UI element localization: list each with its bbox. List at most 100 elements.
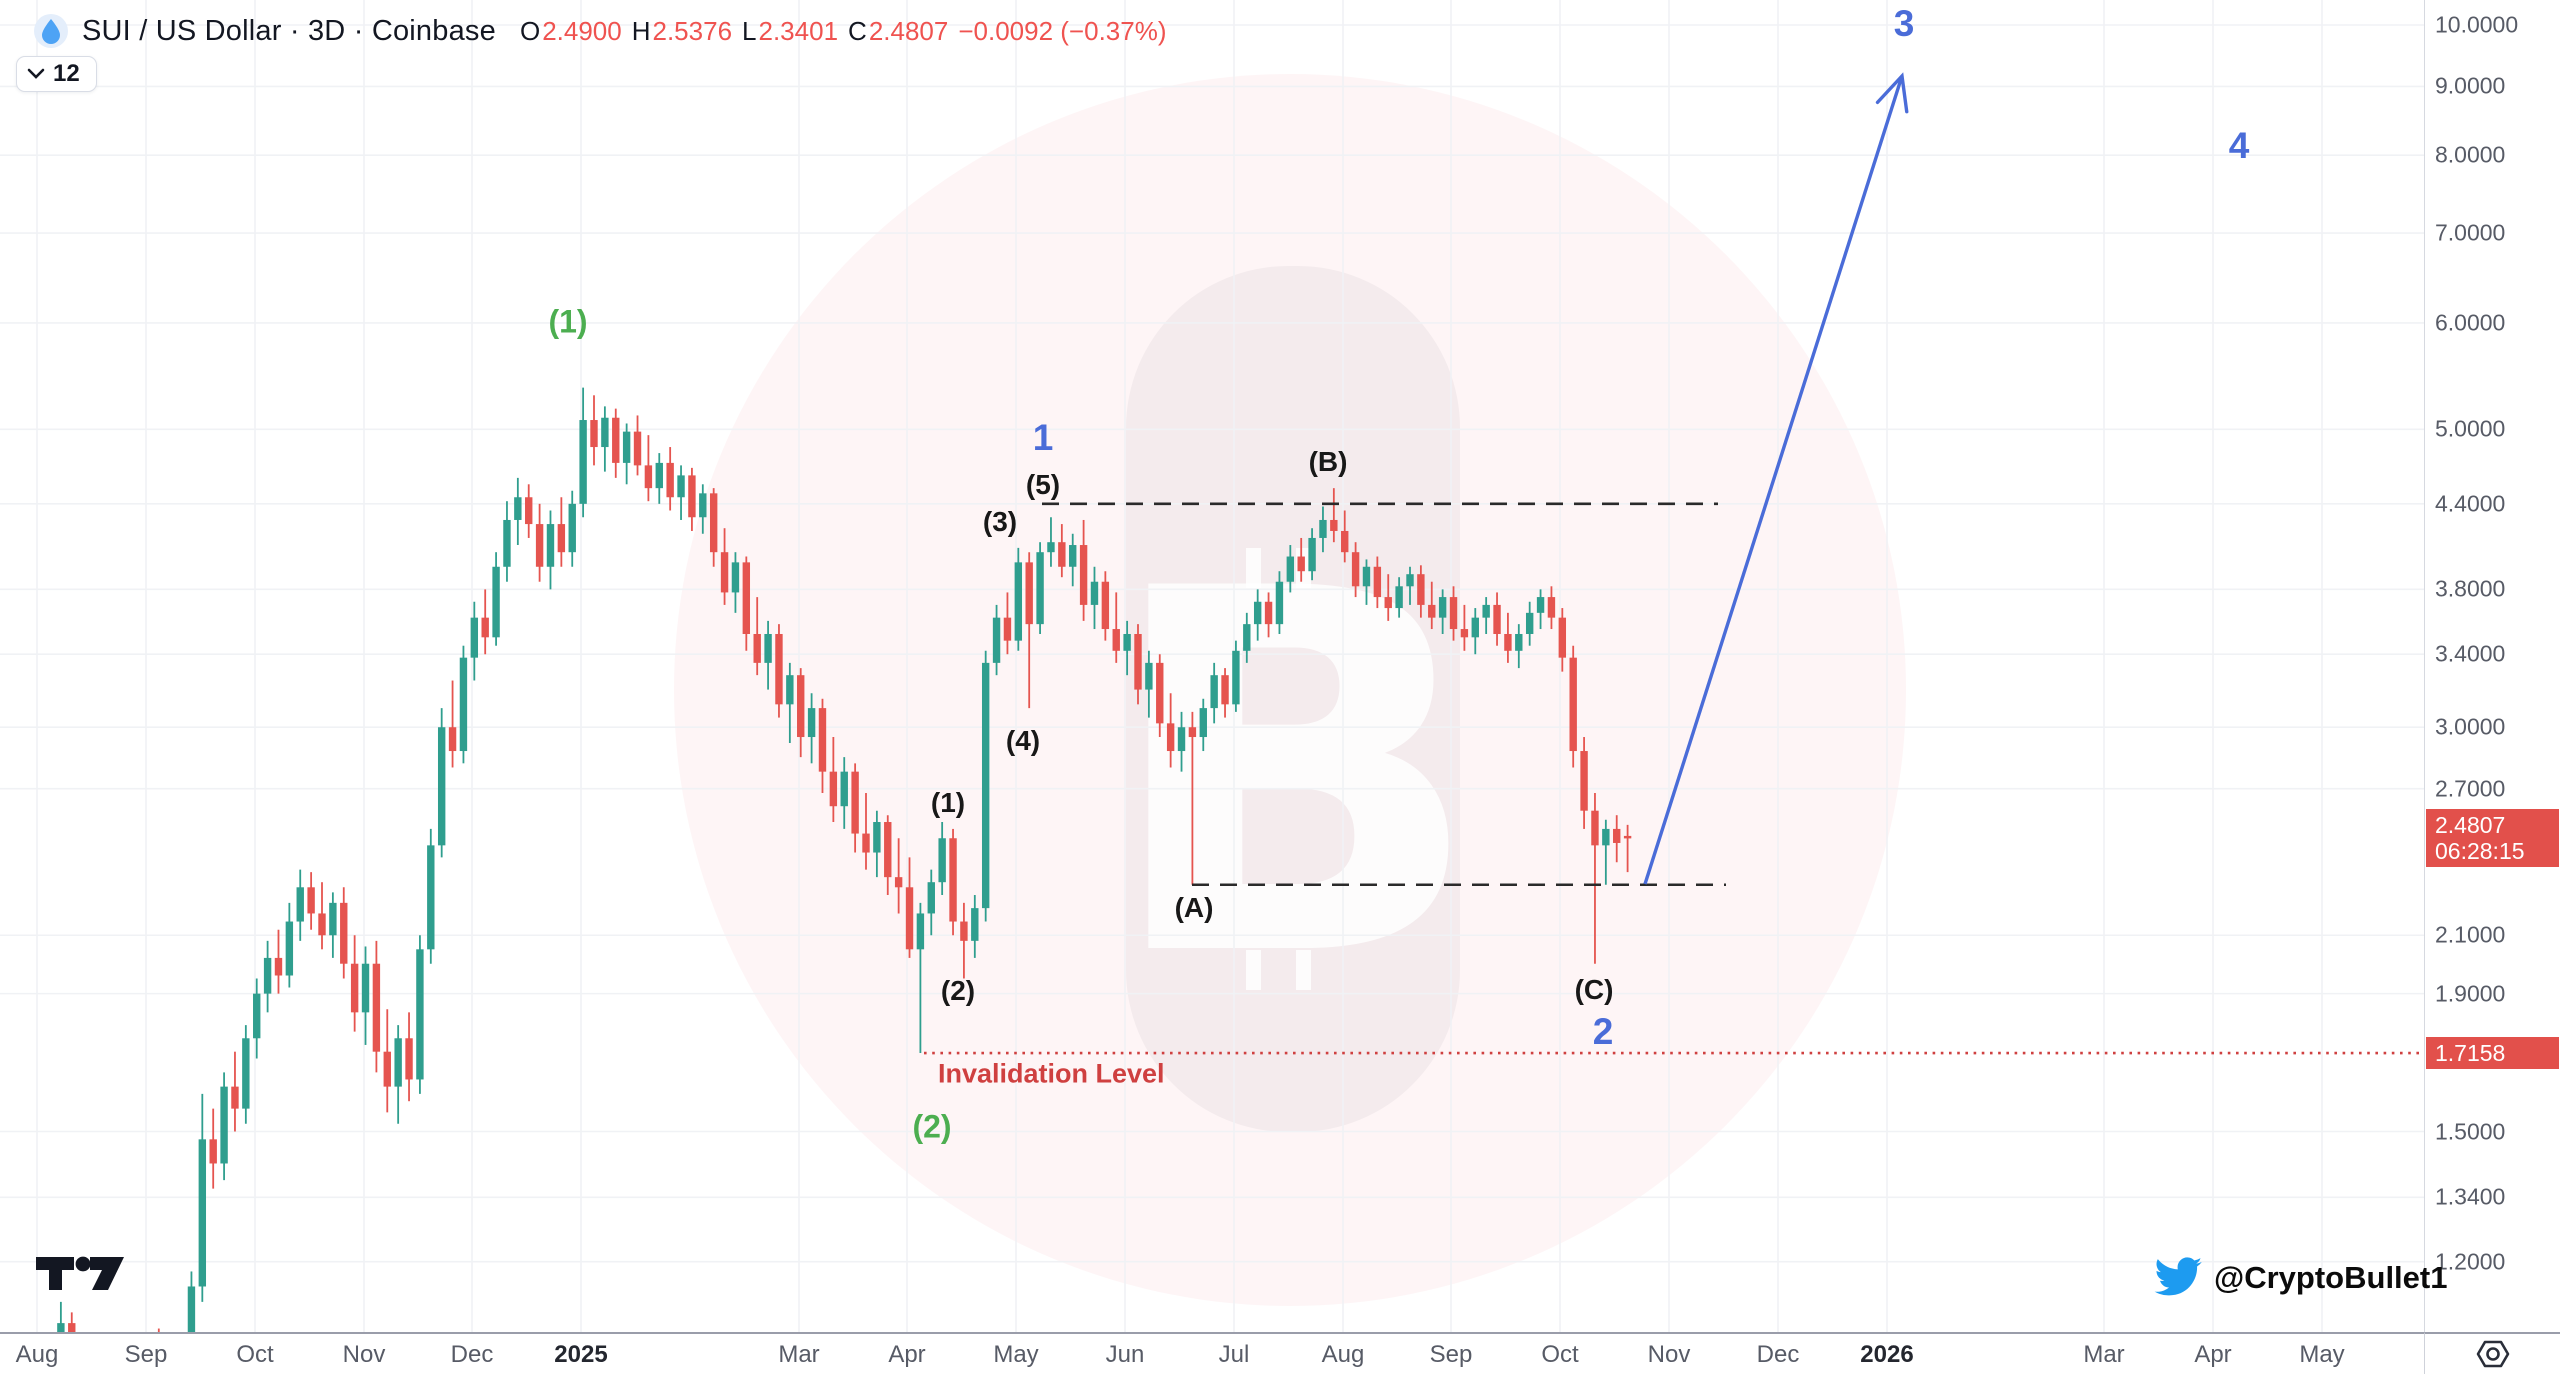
candle-body bbox=[655, 462, 663, 489]
candle-body bbox=[916, 913, 925, 950]
projected-wave-label[interactable]: 1 bbox=[1032, 417, 1054, 458]
projected-wave-label[interactable]: 4 bbox=[2228, 125, 2250, 166]
candle-body bbox=[503, 519, 511, 567]
candle-body bbox=[851, 771, 859, 834]
elliott-wave-label[interactable]: (A) bbox=[1174, 892, 1214, 923]
price-tick-label: 1.2000 bbox=[2435, 1248, 2506, 1275]
watermark-bitcoin-tick bbox=[1246, 548, 1261, 588]
price-tick-label: 3.8000 bbox=[2435, 575, 2506, 602]
candle-body bbox=[1036, 552, 1044, 625]
elliott-wave-label[interactable]: (C) bbox=[1574, 974, 1614, 1005]
candle-body bbox=[372, 963, 381, 1052]
candle-body bbox=[753, 633, 761, 663]
candle-body bbox=[1449, 597, 1458, 630]
candle-body bbox=[1460, 629, 1469, 638]
candle-body bbox=[1428, 604, 1436, 618]
candle-body bbox=[764, 633, 772, 663]
candle-body bbox=[1243, 624, 1251, 651]
candle-body bbox=[677, 475, 685, 498]
candle-body bbox=[1438, 597, 1447, 618]
invalidation-level-label: Invalidation Level bbox=[938, 1058, 1165, 1089]
candle-body bbox=[427, 845, 435, 950]
price-axis[interactable]: 10.0000 9.0000 8.0000 7.0000 6.0000 5.0000 4.4… bbox=[2424, 0, 2560, 1332]
candle-body bbox=[1482, 604, 1490, 618]
candle-body bbox=[1591, 810, 1599, 846]
time-tick-label: Nov bbox=[342, 1341, 386, 1368]
price-tick-label: 8.0000 bbox=[2435, 141, 2506, 168]
candle-body bbox=[1069, 545, 1077, 567]
candle-body bbox=[253, 993, 261, 1039]
candle-body bbox=[568, 503, 576, 553]
candle-body bbox=[1515, 633, 1523, 651]
elliott-wave-label[interactable]: (4) bbox=[1005, 725, 1041, 756]
candle-body bbox=[1058, 542, 1066, 567]
candle-body bbox=[1079, 545, 1088, 605]
candle-body bbox=[285, 921, 294, 976]
candle-body bbox=[622, 431, 631, 463]
candle-body bbox=[492, 566, 500, 638]
candle-body bbox=[220, 1086, 228, 1164]
candle-body bbox=[797, 675, 805, 738]
price-tick-label: 1.9000 bbox=[2435, 980, 2506, 1007]
candle-body bbox=[1156, 662, 1164, 724]
time-tick-label: Apr bbox=[888, 1341, 926, 1368]
interval-dropdown-button[interactable]: 12 bbox=[16, 56, 97, 92]
candle-body bbox=[459, 657, 468, 752]
time-tick-label: 2025 bbox=[554, 1341, 608, 1368]
candle-body bbox=[1613, 828, 1621, 843]
candle-body bbox=[938, 838, 946, 883]
candle-body bbox=[405, 1038, 413, 1080]
candle-body bbox=[927, 882, 935, 914]
candle-body bbox=[1123, 633, 1131, 651]
candle-body bbox=[198, 1139, 207, 1287]
candle-body bbox=[862, 833, 870, 853]
candle-body bbox=[1286, 556, 1295, 582]
candle-body bbox=[1253, 601, 1262, 625]
candle-body bbox=[514, 497, 522, 520]
candle-body bbox=[274, 957, 283, 976]
candle-body bbox=[1384, 597, 1392, 609]
time-tick-label: Mar bbox=[778, 1341, 820, 1368]
candle-body bbox=[1341, 530, 1349, 553]
elliott-wave-label[interactable]: (2) bbox=[940, 975, 976, 1006]
major-wave-label[interactable]: (2) bbox=[912, 1108, 952, 1145]
elliott-wave-label[interactable]: (1) bbox=[930, 787, 966, 818]
candle-body bbox=[884, 822, 892, 878]
elliott-wave-label[interactable]: (3) bbox=[982, 506, 1018, 537]
projection-arrow-head bbox=[1875, 72, 1909, 114]
candle-body bbox=[296, 887, 304, 922]
time-axis[interactable]: Aug Sep Oct Nov Dec 2025 Mar Apr May Jun Jul Aug Sep… bbox=[0, 1332, 2560, 1374]
symbol-legend[interactable]: SUI / US Dollar · 3D · Coinbase O 2.4900 … bbox=[34, 14, 1167, 48]
candle-body bbox=[1493, 604, 1501, 634]
tradingview-logo[interactable] bbox=[34, 1254, 126, 1301]
candle-body bbox=[1504, 633, 1512, 651]
projected-wave-label[interactable]: 2 bbox=[1592, 1011, 1614, 1052]
elliott-wave-label[interactable]: (5) bbox=[1025, 469, 1061, 500]
price-tick-label: 1.3400 bbox=[2435, 1183, 2506, 1210]
chart-plot-area[interactable]: B bbox=[0, 0, 2424, 1332]
candle-body bbox=[579, 420, 587, 504]
candle-body bbox=[481, 617, 489, 638]
elliott-wave-label[interactable]: (B) bbox=[1308, 446, 1348, 477]
projected-wave-label[interactable]: 3 bbox=[1893, 3, 1915, 44]
low-value: 2.3401 bbox=[758, 15, 839, 46]
price-tick-label: 3.4000 bbox=[2435, 640, 2506, 667]
candle-body bbox=[187, 1286, 196, 1332]
candle-body bbox=[1319, 519, 1327, 538]
ohlc-readout: O 2.4900 H 2.5376 L 2.3401 C 2.4807 −0.0092 … bbox=[520, 16, 1167, 47]
twitter-bird-icon bbox=[2154, 1257, 2202, 1296]
candle-body bbox=[1177, 727, 1186, 752]
time-tick-label: Aug bbox=[1321, 1341, 1365, 1368]
price-scale-settings[interactable] bbox=[2424, 1332, 2560, 1374]
major-wave-label[interactable]: (1) bbox=[548, 303, 588, 340]
candle-body bbox=[1471, 617, 1479, 638]
watermark-bitcoin-tick bbox=[1246, 950, 1261, 990]
candle-body bbox=[1264, 601, 1273, 625]
close-label: C bbox=[848, 15, 867, 46]
time-tick-label: Dec bbox=[450, 1341, 494, 1368]
time-tick-label: Mar bbox=[2083, 1341, 2125, 1368]
candle-body bbox=[1569, 657, 1577, 752]
candle-body bbox=[1373, 566, 1382, 598]
author-handle[interactable]: @CryptoBullet1 bbox=[2152, 1256, 2447, 1300]
